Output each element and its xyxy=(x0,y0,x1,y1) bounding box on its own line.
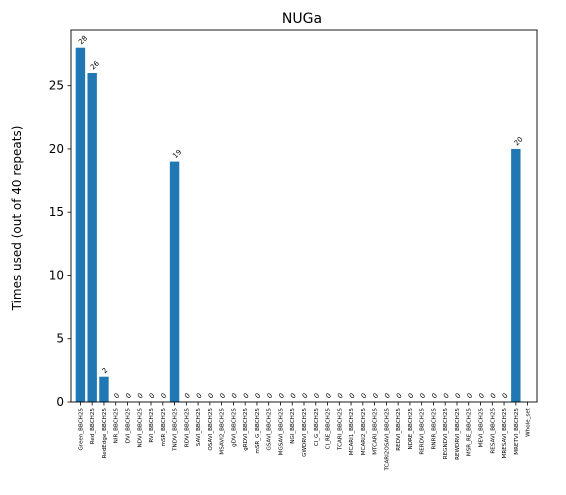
bars-group xyxy=(75,47,521,402)
value-label-MCARI1_BBCH25: 0 xyxy=(348,392,357,401)
value-label-CI_RE_BBCH25: 0 xyxy=(324,392,333,401)
value-label-GSAVI_BBCH25: 0 xyxy=(265,392,274,401)
value-label-Red_BBCH25: 26 xyxy=(89,59,101,71)
x-tick-label-RNRR_BBCH25: RNRR_BBCH25 xyxy=(431,408,437,450)
y-tick-label-0: 0 xyxy=(56,395,64,409)
x-tick-label-NDVI_BBCH25: NDVI_BBCH25 xyxy=(137,408,143,448)
x-tick-label-MEVI_BBCH25: MEVI_BBCH25 xyxy=(479,408,485,448)
x-tick-label-DVI_BBCH25: DVI_BBCH25 xyxy=(125,408,131,444)
x-tick-label-GWDRVI_BBCH25: GWDRVI_BBCH25 xyxy=(302,408,308,457)
x-tick-label-mSR_BBCH25: mSR_BBCH25 xyxy=(161,408,167,447)
value-label-MRETVI_BBCH25: 20 xyxy=(513,135,525,147)
value-label-MSR_RE_BBCH25: 0 xyxy=(466,392,475,401)
value-label-RedEdge_BBCH25: 2 xyxy=(101,366,110,375)
value-label-CI_G_BBCH25: 0 xyxy=(313,392,322,401)
x-tick-label-RVI_BBCH25: RVI_BBCH25 xyxy=(149,408,155,443)
bar-RedEdge_BBCH25 xyxy=(99,376,109,402)
value-label-REWDRVI_BBCH25: 0 xyxy=(454,392,463,401)
value-label-gDVI_BBCH25: 0 xyxy=(230,392,239,401)
x-tick-label-NDRE_BBCH25: NDRE_BBCH25 xyxy=(408,408,414,450)
chart-title: NUGa xyxy=(282,11,322,27)
value-label-GWDRVI_BBCH25: 0 xyxy=(301,392,310,401)
x-tick-label-MSAVI2_BBCH25: MSAVI2_BBCH25 xyxy=(220,408,226,455)
x-tick-label-TCARI_BBCH25: TCARI_BBCH25 xyxy=(337,408,343,451)
bar-Green_BBCH25 xyxy=(75,47,86,402)
x-tick-label-CI_RE_BBCH25: CI_RE_BBCH25 xyxy=(326,408,332,450)
value-label-MRESAVI_BBCH25: 0 xyxy=(501,392,510,401)
value-label-RDVI_BBCH25: 0 xyxy=(183,392,192,401)
value-label-SAVI_BBCH25: 0 xyxy=(195,392,204,401)
x-tick-label-MTCARI_BBCH25: MTCARI_BBCH25 xyxy=(373,408,379,455)
value-label-RESAVI_BBCH25: 0 xyxy=(489,392,498,401)
value-label-MGSAVI_BBCH25: 0 xyxy=(277,392,286,401)
x-tick-label-Whole_set: Whole_set xyxy=(526,407,532,437)
value-label-mSR_G_BBCH25: 0 xyxy=(254,392,263,401)
value-label-gRDVI_BBCH25: 0 xyxy=(242,392,251,401)
y-tick-label-10: 10 xyxy=(49,268,64,282)
value-label-NGI_BBCH25: 0 xyxy=(289,392,298,401)
y-axis-label: Times used (out of 40 repeats) xyxy=(10,126,24,312)
x-tick-label-CI_G_BBCH25: CI_G_BBCH25 xyxy=(314,408,320,447)
value-label-TCARI2OSAVI_BBCH25: 0 xyxy=(383,392,392,401)
x-tick-label-REWDRVI_BBCH25: REWDRVI_BBCH25 xyxy=(455,408,461,460)
value-label-MSAVI2_BBCH25: 0 xyxy=(218,392,227,401)
x-tick-label-GSAVI_BBCH25: GSAVI_BBCH25 xyxy=(267,408,273,451)
x-tick-label-gRDVI_BBCH25: gRDVI_BBCH25 xyxy=(243,408,249,451)
x-tick-label-gDVI_BBCH25: gDVI_BBCH25 xyxy=(231,408,237,447)
value-label-OSAVI_BBCH25: 0 xyxy=(207,392,216,401)
y-tick-label-20: 20 xyxy=(49,142,64,156)
x-tick-label-Green_BBCH25: Green_BBCH25 xyxy=(78,408,84,451)
x-tick-label-RDVI_BBCH25: RDVI_BBCH25 xyxy=(184,408,190,448)
value-label-REDVI_BBCH25: 0 xyxy=(395,392,404,401)
x-tick-label-mSR_G_BBCH25: mSR_G_BBCH25 xyxy=(255,408,261,454)
bar-TNDVI_BBCH25 xyxy=(169,161,180,402)
value-label-mSR_BBCH25: 0 xyxy=(160,392,169,401)
x-tick-label-NIR_BBCH25: NIR_BBCH25 xyxy=(114,408,120,444)
x-tick-label-MGSAVI_BBCH25: MGSAVI_BBCH25 xyxy=(278,408,284,456)
plot-frame xyxy=(70,29,538,403)
x-tick-label-MRESAVI_BBCH25: MRESAVI_BBCH25 xyxy=(502,408,508,459)
y-tick-label-5: 5 xyxy=(56,332,64,346)
bar-Red_BBCH25 xyxy=(87,73,97,402)
x-tick-label-TNDVI_BBCH25: TNDVI_BBCH25 xyxy=(173,408,179,452)
x-tick-label-RESAVI_BBCH25: RESAVI_BBCH25 xyxy=(490,408,496,454)
value-label-MTCARI_BBCH25: 0 xyxy=(371,392,380,401)
x-tick-label-RedEdge_BBCH25: RedEdge_BBCH25 xyxy=(102,408,108,459)
x-tick-label-MCARI2_BBCH25: MCARI2_BBCH25 xyxy=(361,408,367,456)
value-label-MCARI2_BBCH25: 0 xyxy=(360,392,369,401)
x-tick-label-TCARI2OSAVI_BBCH25: TCARI2OSAVI_BBCH25 xyxy=(384,408,390,472)
x-tick-label-REDVI_BBCH25: REDVI_BBCH25 xyxy=(396,408,402,451)
bar-MRETVI_BBCH25 xyxy=(511,148,521,402)
y-tick-label-15: 15 xyxy=(49,205,64,219)
value-label-Green_BBCH25: 28 xyxy=(77,34,89,46)
x-axis: Green_BBCH25 Red_BBCH25 RedEdge_BBCH25 NIR_… xyxy=(78,402,532,472)
x-tick-label-MCARI1_BBCH25: MCARI1_BBCH25 xyxy=(349,408,355,456)
y-axis: 0 5 10 15 20 25 xyxy=(49,79,71,409)
x-tick-label-MRETVI_BBCH25: MRETVI_BBCH25 xyxy=(514,408,520,455)
value-label-RVI_BBCH25: 0 xyxy=(148,392,157,401)
x-tick-label-REGNDVI_BBCH25: REGNDVI_BBCH25 xyxy=(443,408,449,460)
y-tick-label-25: 25 xyxy=(49,79,64,93)
value-label-NDVI_BBCH25: 0 xyxy=(136,392,145,401)
x-tick-label-RERDVI_BBCH25: RERDVI_BBCH25 xyxy=(420,408,426,455)
value-label-TNDVI_BBCH25: 19 xyxy=(171,148,183,160)
x-tick-label-MSR_RE_BBCH25: MSR_RE_BBCH25 xyxy=(467,408,473,457)
value-label-REGNDVI_BBCH25: 0 xyxy=(442,392,451,401)
x-tick-label-SAVI_BBCH25: SAVI_BBCH25 xyxy=(196,408,202,447)
value-label-MEVI_BBCH25: 0 xyxy=(477,392,486,401)
value-label-NIR_BBCH25: 0 xyxy=(112,392,121,401)
value-label-TCARI_BBCH25: 0 xyxy=(336,392,345,401)
x-tick-label-NGI_BBCH25: NGI_BBCH25 xyxy=(290,408,296,444)
value-label-NDRE_BBCH25: 0 xyxy=(407,392,416,401)
value-label-RNRR_BBCH25: 0 xyxy=(430,392,439,401)
x-tick-label-Red_BBCH25: Red_BBCH25 xyxy=(90,408,96,445)
value-label-DVI_BBCH25: 0 xyxy=(124,392,133,401)
x-tick-label-OSAVI_BBCH25: OSAVI_BBCH25 xyxy=(208,408,214,451)
value-label-RERDVI_BBCH25: 0 xyxy=(418,392,427,401)
